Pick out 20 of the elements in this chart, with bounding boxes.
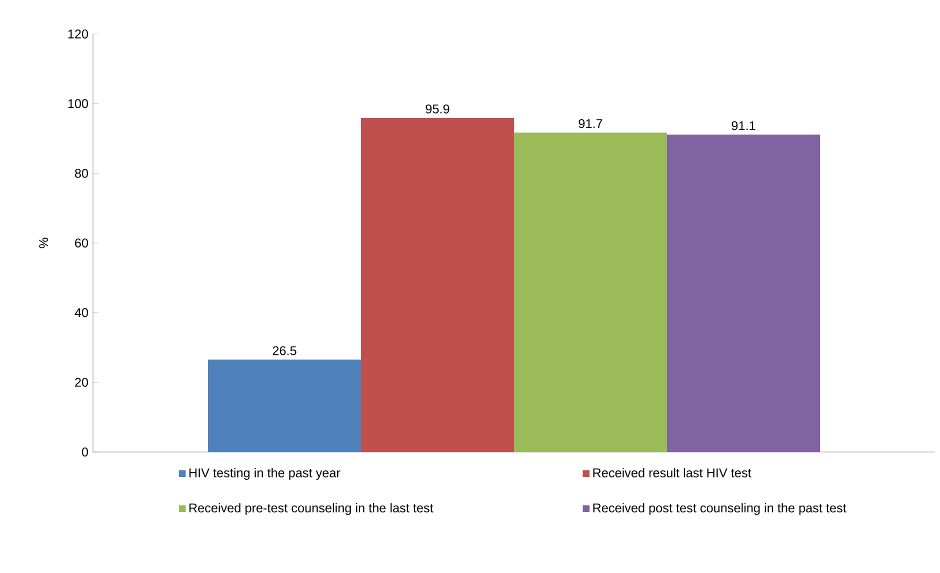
data-label: 26.5 bbox=[272, 346, 296, 356]
y-tick-label: 0 bbox=[82, 448, 88, 456]
bar bbox=[208, 360, 362, 452]
data-label: 91.1 bbox=[732, 121, 756, 130]
y-tick-label: 120 bbox=[68, 30, 88, 38]
legend-label: Received pre-test counseling in the last test bbox=[189, 503, 434, 515]
y-tick-label: 40 bbox=[74, 308, 88, 318]
legend-label: Received post test counseling in the past test bbox=[593, 503, 846, 515]
data-label: 91.7 bbox=[578, 119, 602, 128]
data-label: 95.9 bbox=[426, 104, 450, 114]
bar bbox=[667, 134, 820, 452]
legend-label: Received result last HIV test bbox=[593, 468, 752, 478]
bar bbox=[361, 118, 514, 452]
y-tick-label: 100 bbox=[68, 99, 88, 108]
y-tick-label: 60 bbox=[75, 238, 88, 248]
y-axis-title: % bbox=[39, 238, 48, 248]
bar bbox=[514, 132, 667, 452]
legend-label: HIV testing in the past year bbox=[189, 468, 340, 480]
y-tick-label: 80 bbox=[74, 168, 88, 178]
y-tick-label: 20 bbox=[75, 378, 88, 387]
